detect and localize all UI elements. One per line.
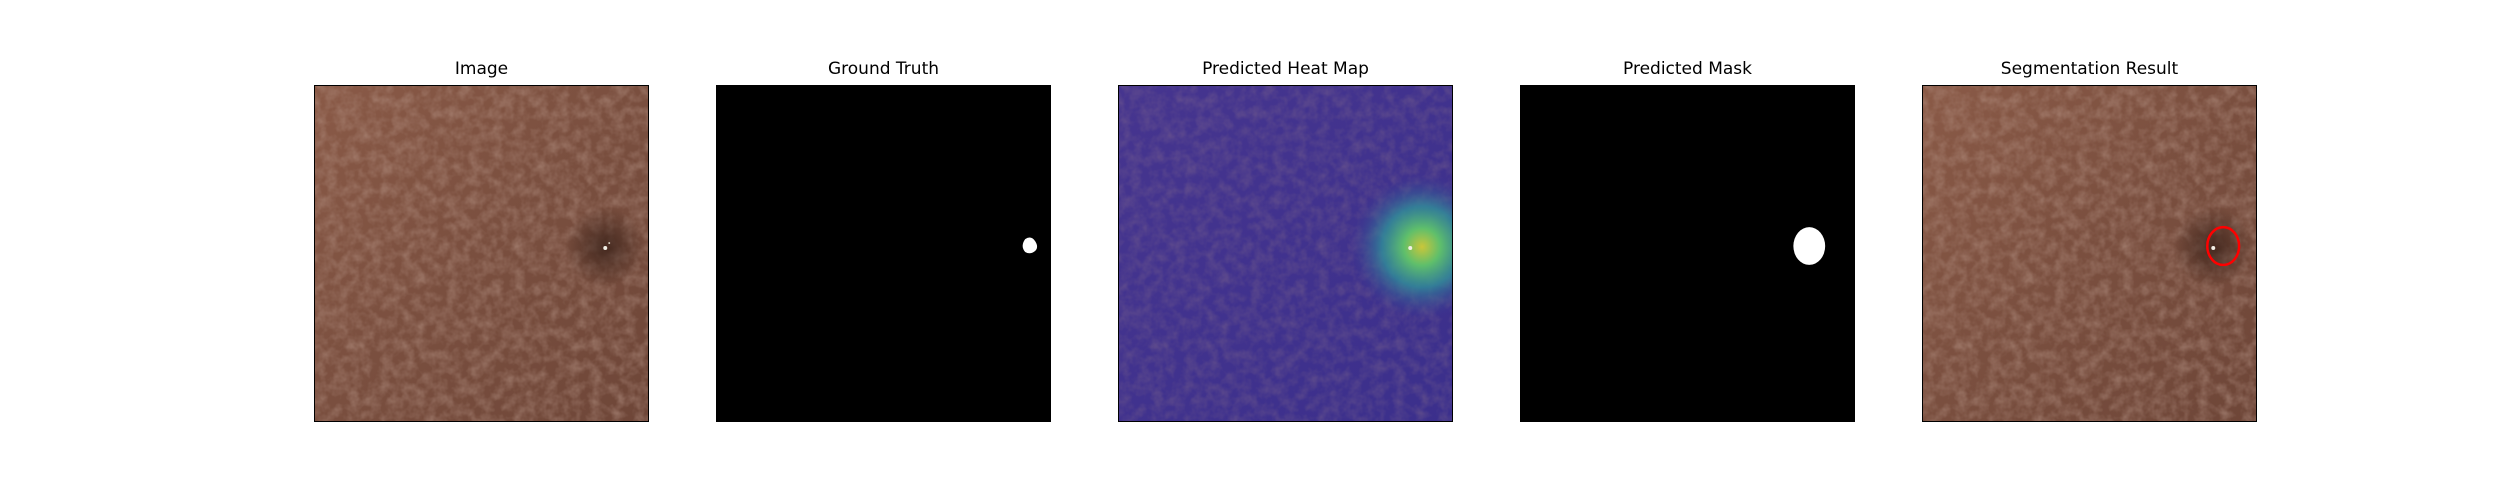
panel-predicted-mask: Predicted Mask <box>1520 59 1855 422</box>
predicted-mask-image <box>1520 85 1855 422</box>
panel-title-heat-map: Predicted Heat Map <box>1202 59 1369 79</box>
panel-heat-map: Predicted Heat Map <box>1118 59 1453 422</box>
leather-image <box>314 85 649 422</box>
panel-title-ground-truth: Ground Truth <box>827 59 940 79</box>
panel-image: Image <box>314 59 649 422</box>
defect-spot <box>603 246 608 251</box>
predicted-mask-blob <box>1793 227 1826 265</box>
panel-title-image: Image <box>454 59 509 79</box>
panel-segmentation-result: Segmentation Result <box>1922 59 2257 422</box>
segmentation-result-image <box>1922 85 2257 422</box>
panel-title-predicted-mask: Predicted Mask <box>1623 59 1752 79</box>
segmentation-contour <box>2206 225 2241 267</box>
ground-truth-mask <box>716 85 1051 422</box>
ground-truth-blob <box>1022 237 1038 254</box>
panel-title-segmentation-result: Segmentation Result <box>2000 59 2179 79</box>
heat-map-image <box>1118 85 1453 422</box>
panel-ground-truth: Ground Truth <box>716 59 1051 422</box>
